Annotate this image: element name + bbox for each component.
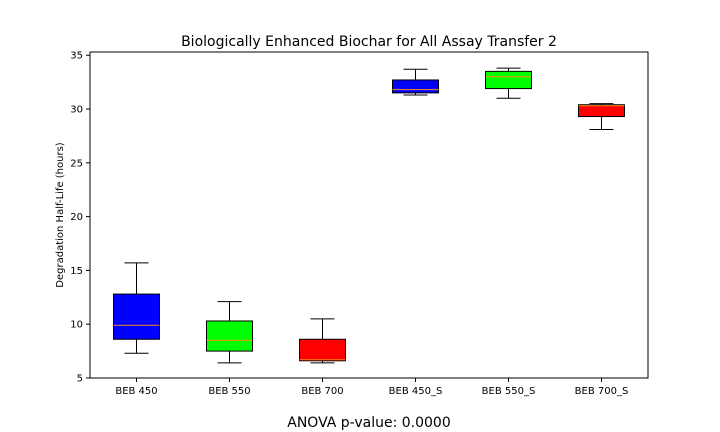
- y-tick-label: 20: [70, 212, 83, 223]
- iqr-box: [299, 338, 346, 362]
- box-beb-450-s: [392, 68, 439, 96]
- x-tick-label: BEB 550: [208, 386, 250, 397]
- anova-p-value-text: ANOVA p-value: 0.0000: [287, 415, 451, 431]
- x-tick-label: BEB 450_S: [389, 386, 443, 397]
- x-tick-label: BEB 550_S: [482, 386, 536, 397]
- iqr-box: [113, 293, 160, 340]
- box-beb-450: [113, 262, 160, 354]
- box-beb-700-s: [578, 103, 625, 130]
- x-axis: BEB 450 BEB 550 BEB 700 BEB 450_S BEB 550_S B…: [115, 378, 628, 397]
- y-tick-label: 10: [70, 320, 83, 331]
- y-axis-label: Degradation Half-Life (hours): [55, 142, 66, 287]
- y-tick-label: 5: [77, 374, 83, 385]
- iqr-box: [206, 320, 253, 352]
- y-axis: 5 10 15 20 25 30 35: [70, 51, 90, 385]
- box-beb-700: [299, 318, 346, 364]
- iqr-box: [392, 79, 439, 94]
- plot-area-frame: [89, 51, 649, 379]
- iqr-box: [485, 70, 532, 90]
- box-beb-550-s: [485, 67, 532, 99]
- y-tick-label: 15: [70, 266, 83, 277]
- box-beb-550: [206, 301, 253, 364]
- y-tick-label: 25: [70, 158, 83, 169]
- x-tick-label: BEB 700: [301, 386, 343, 397]
- x-tick-label: BEB 700_S: [575, 386, 629, 397]
- iqr-box: [578, 104, 625, 118]
- y-tick-label: 35: [70, 51, 83, 62]
- box-series: [113, 67, 625, 364]
- chart-title: Biologically Enhanced Biochar for All As…: [181, 34, 557, 50]
- y-tick-label: 30: [70, 105, 83, 116]
- x-tick-label: BEB 450: [115, 386, 157, 397]
